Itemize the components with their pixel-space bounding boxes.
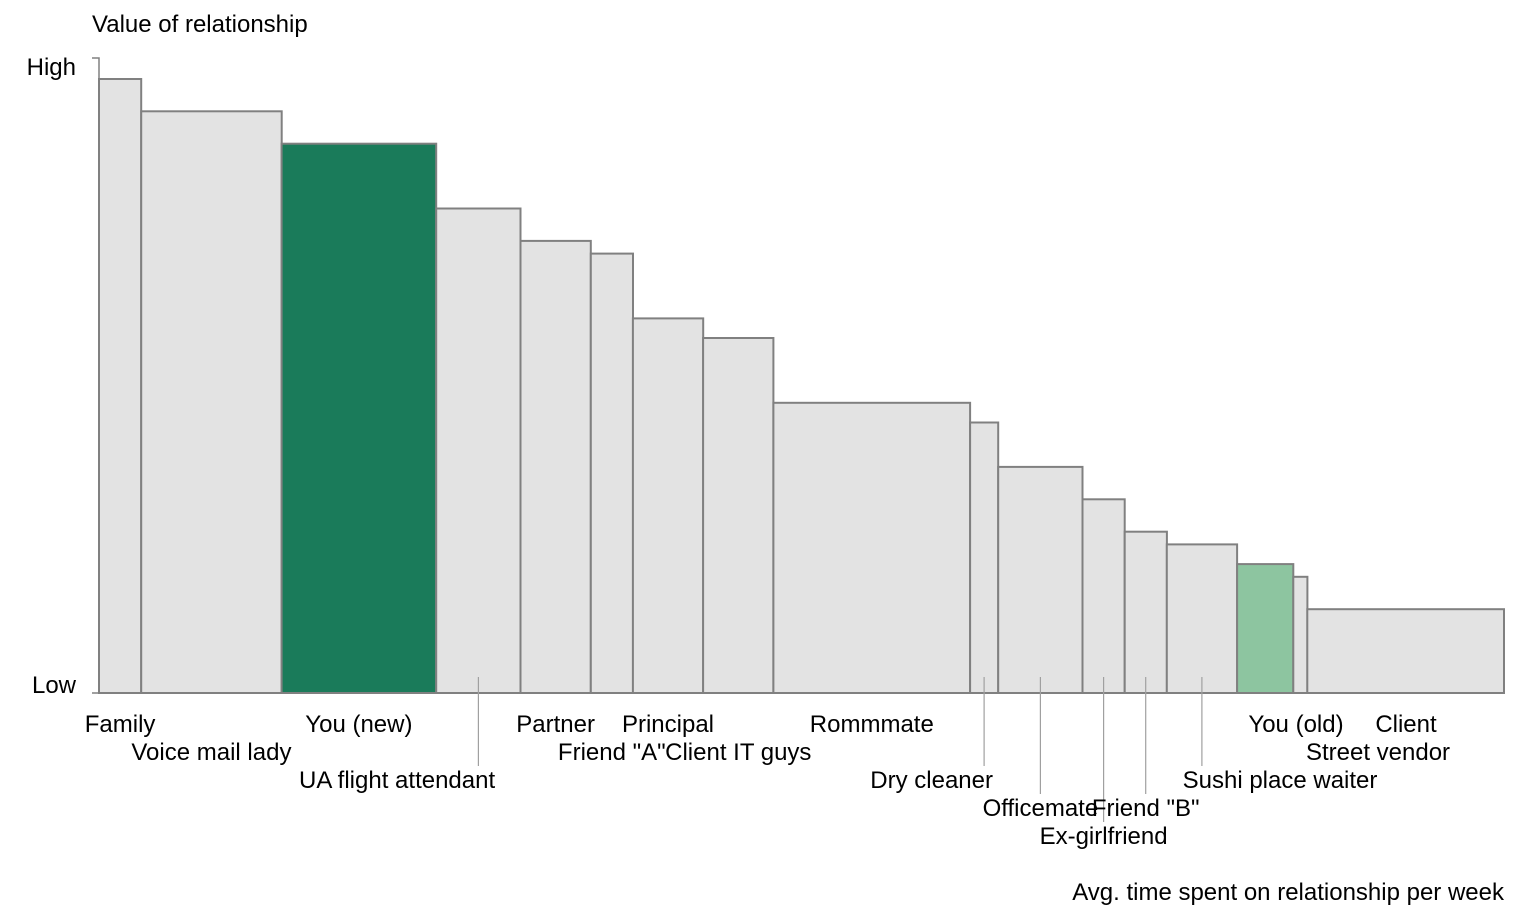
bar-client-it-guys [702, 337, 775, 694]
y-axis-line [92, 57, 100, 694]
label-family: Family [85, 711, 156, 738]
bar-street-vendor [1292, 575, 1309, 694]
y-tick-low: Low [32, 672, 77, 699]
label-partner: Partner [516, 711, 595, 738]
x-axis-label: Avg. time spent on relationship per week [1072, 879, 1505, 906]
leader-lines-group [477, 677, 1203, 822]
label-sushi-place-waiter: Sushi place waiter [1183, 767, 1378, 794]
bar-client [1306, 608, 1506, 695]
bar-partner [519, 239, 592, 694]
bar-friend-a [589, 252, 634, 694]
bar-rommmate [772, 401, 972, 694]
bar-officemate [997, 465, 1084, 694]
label-friend-a: Friend "A" [558, 739, 666, 766]
bar-ex-girlfriend [1081, 498, 1126, 694]
y-tick-high: High [27, 54, 76, 81]
bar-you-old [1236, 563, 1295, 694]
bar-sushi-place-waiter [1165, 543, 1239, 695]
bar-family [98, 78, 143, 694]
label-friend-b: Friend "B" [1092, 795, 1200, 822]
bar-principal [631, 317, 705, 694]
label-principal: Principal [622, 711, 714, 738]
label-you-new: You (new) [305, 711, 412, 738]
bar-voice-mail-lady [140, 110, 283, 695]
bars-group [98, 78, 1506, 695]
bar-you-new [280, 142, 438, 694]
label-officemate: Officemate [983, 795, 1099, 822]
label-client: Client [1375, 711, 1437, 738]
label-dry-cleaner: Dry cleaner [870, 767, 993, 794]
label-voice-mail-lady: Voice mail lady [131, 739, 291, 766]
bar-ua-flight-attendant [435, 207, 522, 694]
label-you-old: You (old) [1248, 711, 1343, 738]
label-rommmate: Rommmate [810, 711, 934, 738]
bar-friend-b [1123, 530, 1168, 695]
bar-dry-cleaner [969, 421, 1000, 694]
label-ua-flight-attendant: UA flight attendant [299, 767, 495, 794]
y-axis-label: Value of relationship [92, 11, 308, 38]
label-ex-girlfriend: Ex-girlfriend [1040, 823, 1168, 850]
label-street-vendor: Street vendor [1306, 739, 1450, 766]
label-client-it-guys: Client IT guys [665, 739, 811, 766]
